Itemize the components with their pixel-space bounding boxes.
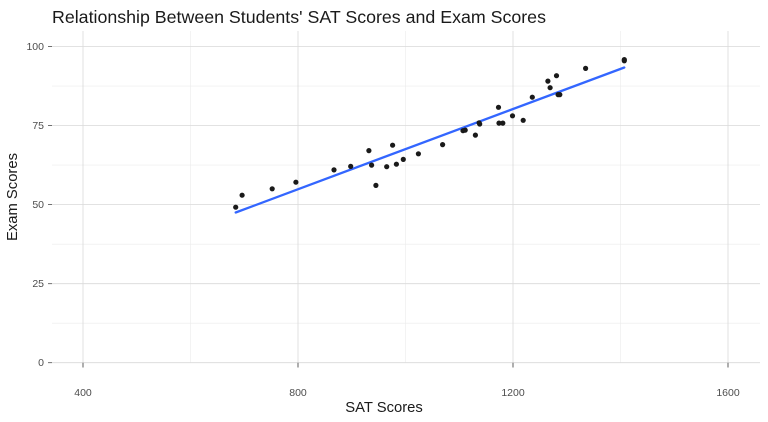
- svg-text:1200: 1200: [501, 387, 525, 399]
- svg-text:25: 25: [32, 278, 44, 290]
- svg-text:50: 50: [32, 199, 44, 211]
- svg-text:100: 100: [26, 41, 44, 53]
- svg-text:1600: 1600: [716, 387, 740, 399]
- svg-text:0: 0: [38, 357, 44, 369]
- svg-text:800: 800: [289, 387, 307, 399]
- svg-text:75: 75: [32, 120, 44, 132]
- svg-text:400: 400: [74, 387, 92, 399]
